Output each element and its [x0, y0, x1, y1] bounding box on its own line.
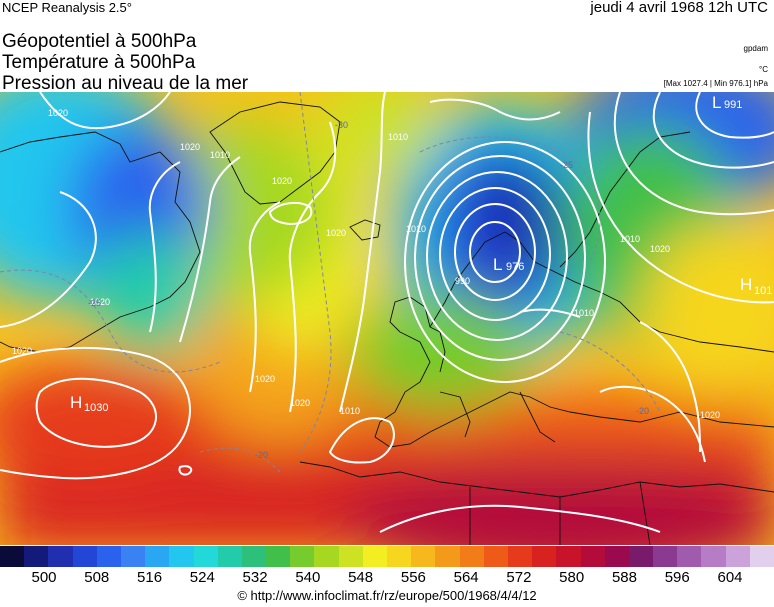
high-east-value: 101: [754, 285, 772, 297]
colorbar-cell: [290, 546, 315, 567]
colorbar-cell: [725, 546, 750, 567]
contour-label: 1010: [340, 406, 360, 416]
temperature-labels: -25 -20 -25 -30 -20: [88, 120, 649, 460]
contour-label: 1010: [620, 234, 640, 244]
colorbar-cell: [169, 546, 194, 567]
temperature-label: -20: [636, 406, 649, 416]
contour-label: 1020: [290, 398, 310, 408]
colorbar-tick-label: 556: [400, 569, 426, 586]
date-label: jeudi 4 avril 1968 12h UTC: [590, 0, 768, 16]
colorbar-tick-label: 540: [295, 569, 321, 586]
colorbar-cell: [48, 546, 73, 567]
colorbar-cell: [435, 546, 460, 567]
colorbar-cell: [701, 546, 726, 567]
temperature-label: -30: [335, 120, 348, 130]
contour-label: 1010: [406, 224, 426, 234]
colorbar-tick-label: 548: [348, 569, 374, 586]
colorbar-cell: [387, 546, 412, 567]
contour-label: 1020: [700, 410, 720, 420]
colorbar-cell: [677, 546, 702, 567]
map-svg: L 976 L 991 H 1030 H 101 1020 1020 1010 …: [0, 92, 774, 545]
contour-label: 1020: [326, 228, 346, 238]
contour-label: 1020: [90, 297, 110, 307]
high-east-letter: H: [740, 275, 752, 294]
colorbar-cell: [532, 546, 557, 567]
colorbar-tick-label: 524: [189, 569, 215, 586]
title-block: Géopotentiel à 500hPa Température à 500h…: [2, 31, 248, 94]
colorbar-tick-label: 500: [31, 569, 57, 586]
colorbar: [0, 546, 774, 567]
colorbar-tick-label: 580: [559, 569, 585, 586]
contour-label: 1010: [574, 308, 594, 318]
high-atlantic-value: 1030: [84, 402, 108, 414]
contour-label: 1020: [180, 142, 200, 152]
colorbar-cell: [653, 546, 678, 567]
colorbar-cell: [193, 546, 218, 567]
colorbar-tick-label: 508: [84, 569, 110, 586]
unit-temperature: °C: [759, 65, 768, 74]
colorbar-cell: [314, 546, 339, 567]
colorbar-cell: [145, 546, 170, 567]
low-scandinavia-value: 976: [506, 261, 524, 273]
colorbar-cell: [241, 546, 267, 567]
colorbar-cell: [72, 546, 97, 567]
colorbar-cell: [411, 546, 436, 567]
contour-label: 1020: [650, 244, 670, 254]
unit-pressure-range: [Max 1027.4 | Min 976.1] hPa: [663, 79, 768, 88]
colorbar-cell: [628, 546, 654, 567]
colorbar-ticks: 500 508 516 524 532 540 548 556 564 572 580 588 596 6…: [0, 569, 774, 587]
colorbar-cell: [0, 546, 25, 567]
colorbar-tick-label: 588: [611, 569, 637, 586]
high-atlantic-letter: H: [70, 393, 82, 412]
contour-labels: 1020 1020 1010 1020 1020 1020 1010 1010 …: [12, 108, 720, 420]
contour-label: 1020: [272, 176, 292, 186]
low-northeast-letter: L: [712, 93, 721, 112]
low-northeast-value: 991: [724, 99, 742, 111]
contour-label: 1020: [255, 374, 275, 384]
temperature-label: -20: [255, 450, 268, 460]
pressure-center-labels: L 976 L 991 H 1030 H 101: [70, 93, 772, 414]
temperature-field: [0, 92, 774, 545]
weather-map: L 976 L 991 H 1030 H 101 1020 1020 1010 …: [0, 92, 774, 545]
colorbar-tick-label: 596: [664, 569, 690, 586]
colorbar-cell: [507, 546, 533, 567]
low-scandinavia-letter: L: [493, 255, 502, 274]
colorbar-tick-label: 516: [137, 569, 163, 586]
contour-label: 1020: [12, 346, 32, 356]
colorbar-cell: [483, 546, 508, 567]
colorbar-cell: [604, 546, 629, 567]
temperature-label: -25: [560, 160, 573, 170]
title-geopotential: Géopotentiel à 500hPa: [2, 31, 197, 52]
contour-label: 1010: [388, 132, 408, 142]
colorbar-cell: [217, 546, 242, 567]
title-pressure: Pression au niveau de la mer: [2, 73, 249, 94]
colorbar-cell: [556, 546, 581, 567]
isobars: [0, 92, 774, 533]
colorbar-cell: [362, 546, 387, 567]
contour-label: 990: [455, 276, 470, 286]
colorbar-cell: [338, 546, 363, 567]
colorbar-cell: [580, 546, 605, 567]
colorbar-cell: [120, 546, 146, 567]
colorbar-tick-label: 532: [242, 569, 268, 586]
temperature-label: -25: [88, 298, 101, 308]
colorbar-cell: [96, 546, 121, 567]
copyright-footer: © http://www.infoclimat.fr/rz/europe/500…: [237, 588, 537, 603]
contour-label: 1010: [210, 150, 230, 160]
unit-geopotential: gpdam: [743, 44, 768, 53]
isotherms: [0, 92, 661, 473]
contour-label: 1020: [48, 108, 68, 118]
colorbar-tick-label: 564: [453, 569, 479, 586]
colorbar-tick-label: 604: [717, 569, 743, 586]
colorbar-cell: [459, 546, 484, 567]
colorbar-tick-label: 572: [506, 569, 532, 586]
coastlines: [0, 101, 774, 545]
title-temperature: Température à 500hPa: [2, 52, 196, 73]
colorbar-cell: [24, 546, 49, 567]
colorbar-cell: [749, 546, 774, 567]
colorbar-cell: [266, 546, 291, 567]
source-label: NCEP Reanalysis 2.5°: [2, 0, 132, 15]
